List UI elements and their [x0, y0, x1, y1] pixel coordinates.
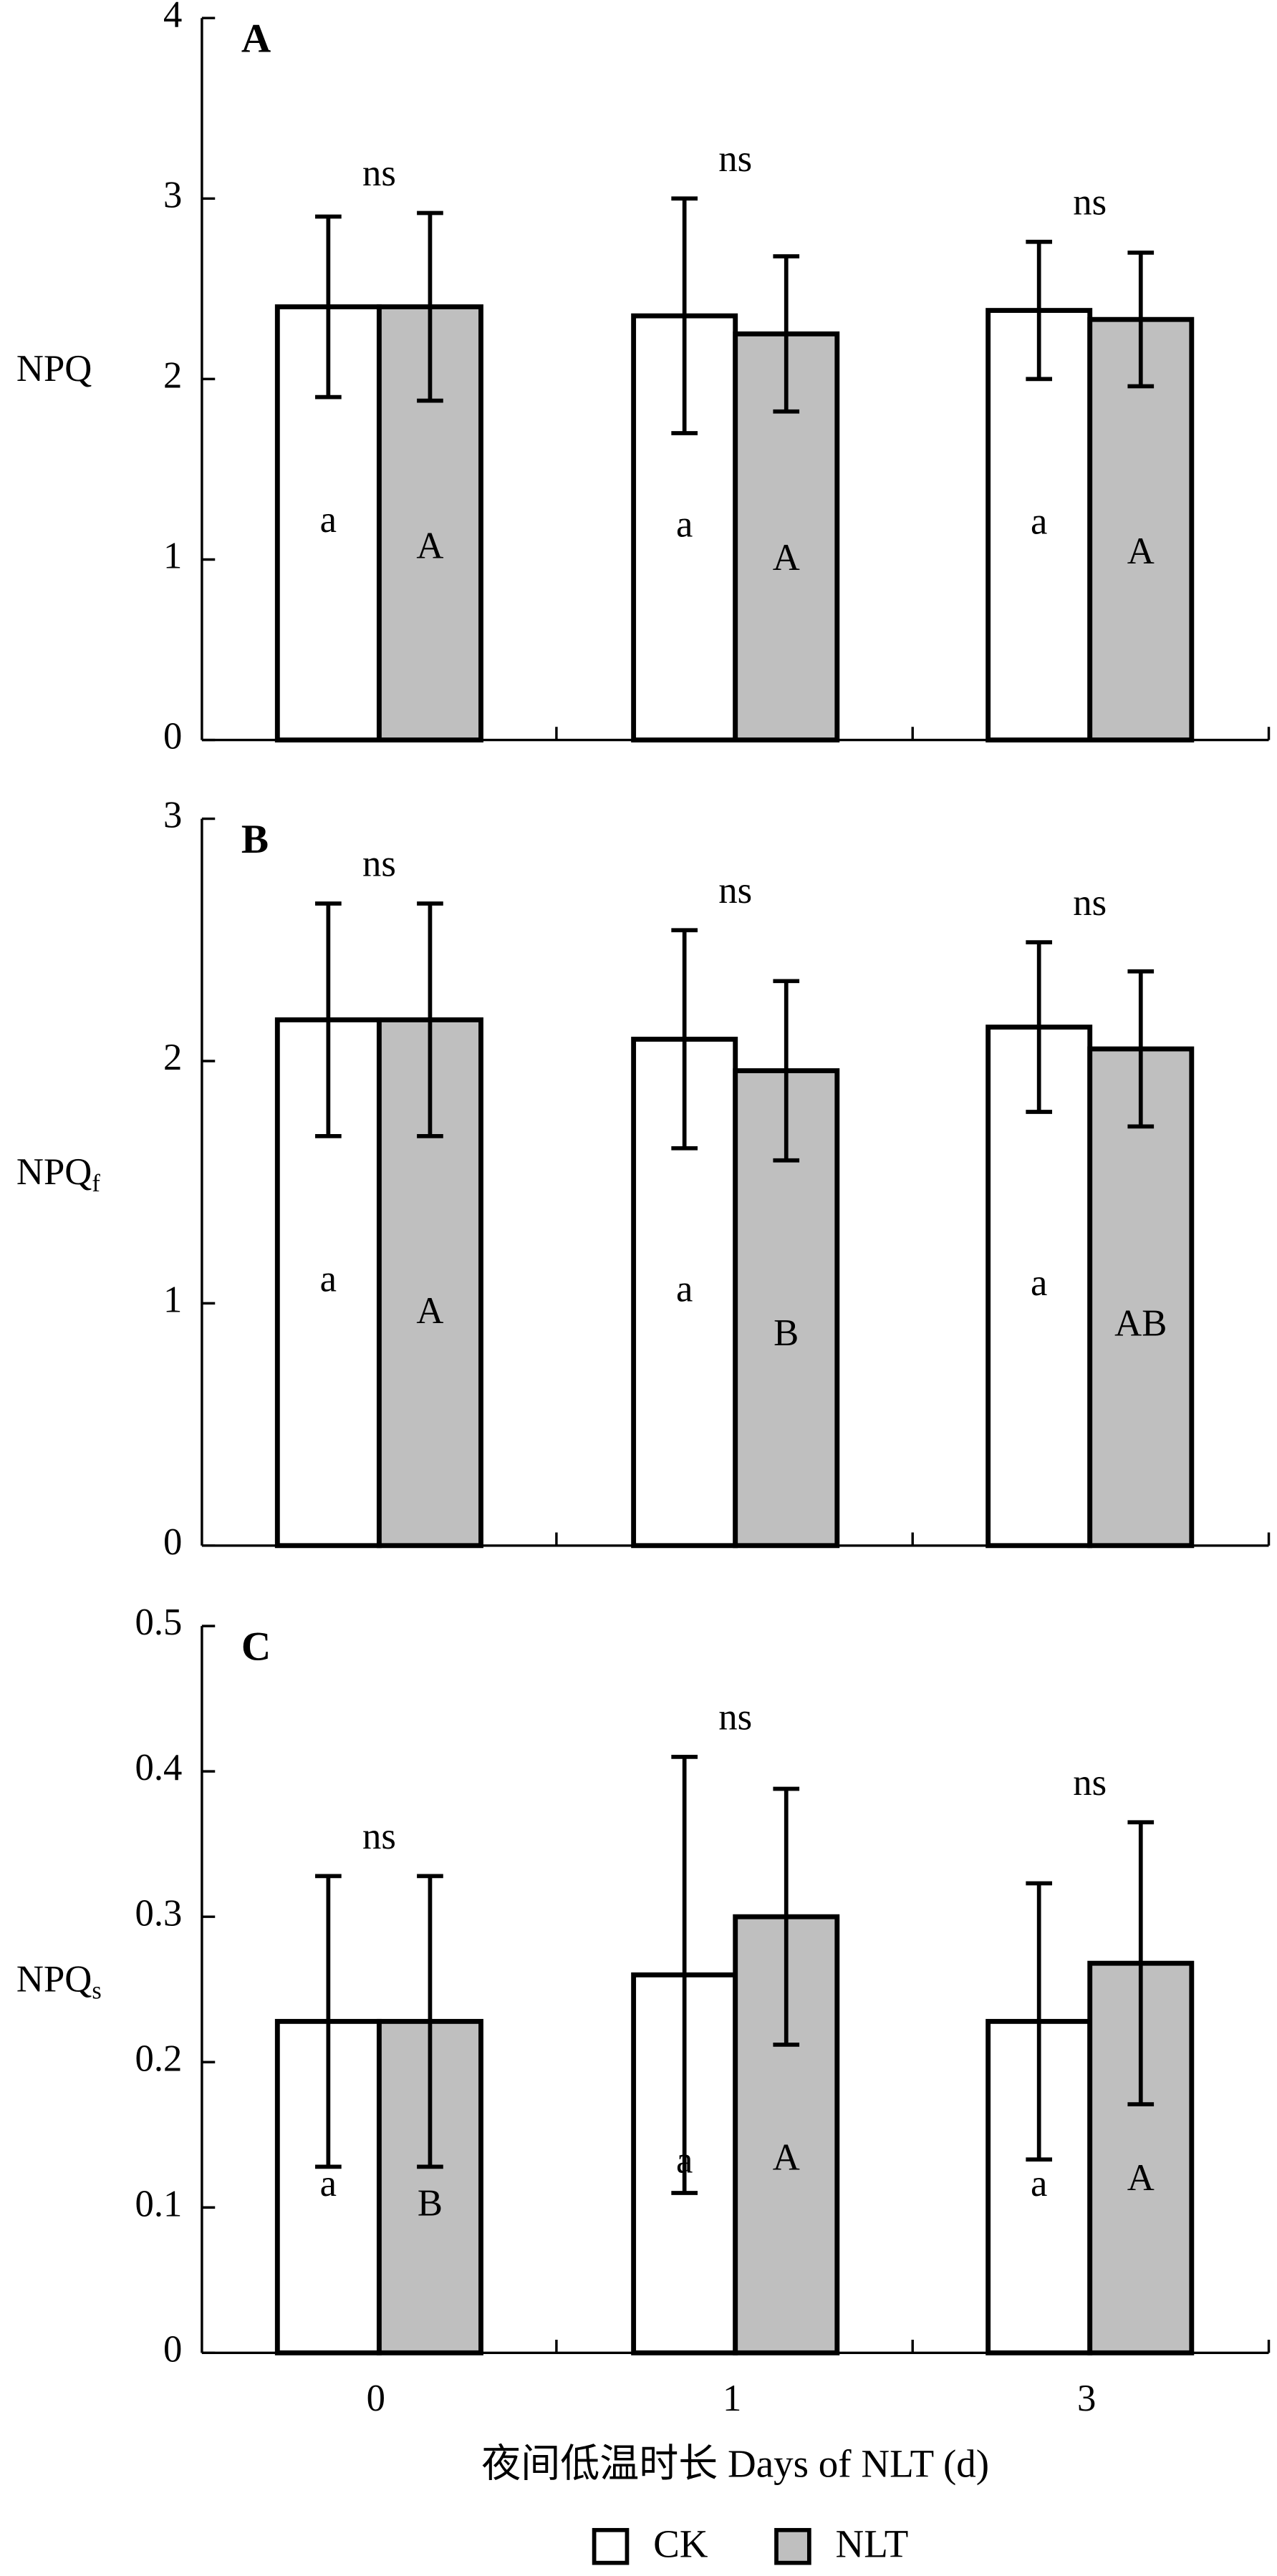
y-label-main: NPQ — [16, 1959, 92, 2000]
significance-letter: a — [1031, 2163, 1047, 2204]
y-tick-label: 2 — [163, 354, 182, 396]
significance-letter: A — [1127, 2157, 1155, 2199]
x-tick-label: 1 — [723, 2378, 741, 2419]
y-tick-label: 0.4 — [135, 1747, 183, 1788]
error-bar — [671, 1754, 698, 2195]
significance-letter: B — [774, 1312, 799, 1354]
x-axis-label: 夜间低温时长 Days of NLT (d) — [481, 2441, 989, 2485]
annotation: ns — [1073, 181, 1107, 223]
bar — [631, 313, 738, 743]
bar — [376, 304, 483, 743]
error-bar — [417, 901, 443, 1138]
significance-letter: a — [1031, 1262, 1047, 1304]
panel-label: B — [241, 817, 269, 862]
significance-letter: A — [416, 1290, 443, 1332]
y-label-main: NPQ — [16, 1151, 92, 1193]
panel-label: A — [241, 16, 271, 62]
y-tick-label: 0.1 — [135, 2183, 183, 2224]
error-bar — [417, 1874, 443, 2169]
significance-letter: a — [1031, 501, 1047, 543]
annotation: ns — [362, 1816, 396, 1857]
error-bar — [1127, 251, 1155, 389]
y-axis-label: NPQ — [16, 348, 92, 389]
significance-letter: A — [416, 525, 443, 566]
y-tick-label: 0 — [163, 1521, 182, 1563]
significance-letter: B — [418, 2183, 443, 2224]
legend-swatch — [592, 2527, 630, 2565]
y-tick-label: 0.3 — [135, 1892, 183, 1934]
significance-letter: A — [773, 537, 800, 578]
y-tick-label: 1 — [163, 536, 182, 577]
panel-label: C — [241, 1624, 271, 1670]
significance-letter: a — [320, 2163, 337, 2204]
y-label-main: NPQ — [16, 348, 92, 389]
annotation: ns — [718, 870, 752, 911]
y-tick-label: 3 — [163, 795, 182, 836]
annotation: ns — [1073, 882, 1107, 924]
significance-letter: a — [676, 2139, 693, 2181]
error-bar — [773, 254, 800, 414]
significance-letter: a — [320, 1259, 337, 1300]
error-bar — [671, 928, 698, 1151]
annotation: ns — [362, 843, 396, 885]
significance-letter: a — [676, 1268, 693, 1309]
y-axis-label: NPQf — [16, 1151, 100, 1197]
x-tick-label: 0 — [367, 2378, 385, 2419]
bar — [1087, 1046, 1195, 1549]
annotation: ns — [1073, 1762, 1107, 1803]
error-bar — [315, 1874, 342, 2169]
significance-letter: a — [320, 499, 337, 541]
error-bar — [773, 1786, 800, 2047]
y-tick-label: 4 — [163, 0, 182, 35]
legend-label: NLT — [836, 2522, 909, 2566]
error-bar — [671, 196, 698, 435]
error-bar — [1026, 1881, 1053, 2162]
y-label-sub: s — [92, 1977, 101, 2004]
error-bar — [1127, 969, 1155, 1129]
error-bar — [773, 979, 800, 1163]
significance-letter: AB — [1114, 1303, 1167, 1345]
annotation: ns — [718, 1697, 752, 1738]
legend-label: CK — [653, 2522, 708, 2566]
significance-letter: A — [1127, 531, 1155, 572]
y-tick-label: 0 — [163, 2328, 182, 2370]
y-tick-label: 0 — [163, 716, 182, 757]
error-bar — [315, 901, 342, 1138]
significance-letter: a — [676, 503, 693, 545]
annotation: ns — [718, 138, 752, 180]
y-tick-label: 3 — [163, 174, 182, 216]
y-tick-label: 0.2 — [135, 2038, 183, 2079]
y-axis-label: NPQs — [16, 1959, 102, 2005]
significance-letter: A — [773, 2136, 800, 2178]
y-tick-label: 1 — [163, 1279, 182, 1320]
error-bar — [315, 214, 342, 400]
y-tick-label: 2 — [163, 1037, 182, 1078]
error-bar — [417, 210, 443, 403]
annotation: ns — [362, 152, 396, 194]
error-bar — [1026, 940, 1053, 1114]
y-label-sub: f — [92, 1170, 100, 1197]
y-tick-label: 0.5 — [135, 1602, 183, 1643]
legend-swatch — [774, 2527, 811, 2565]
x-tick-label: 3 — [1077, 2378, 1096, 2419]
error-bar — [1026, 239, 1053, 382]
error-bar — [1127, 1820, 1155, 2106]
